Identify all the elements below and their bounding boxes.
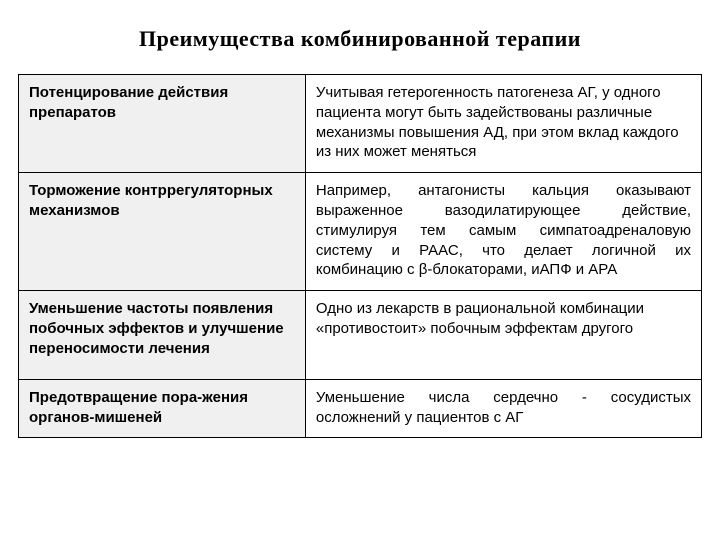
table-row: Торможение контррегуляторных механизмов … — [19, 173, 702, 291]
desc-cell: Учитывая гетерогенность патогенеза АГ, у… — [305, 75, 701, 173]
desc-cell: Одно из лекарств в рациональной комбинац… — [305, 291, 701, 380]
desc-cell: Например, антагонисты кальция оказывают … — [305, 173, 701, 291]
desc-cell: Уменьшение числа сердечно - сосудистых о… — [305, 379, 701, 438]
term-cell: Уменьшение частоты появления побочных эф… — [19, 291, 306, 380]
slide: Преимущества комбинированной терапии Пот… — [0, 0, 720, 540]
table-row: Уменьшение частоты появления побочных эф… — [19, 291, 702, 380]
table-row: Предотвращение пора-жения органов-мишене… — [19, 379, 702, 438]
page-title: Преимущества комбинированной терапии — [18, 26, 702, 52]
term-cell: Предотвращение пора-жения органов-мишене… — [19, 379, 306, 438]
term-cell: Потенцирование действия препаратов — [19, 75, 306, 173]
table-row: Потенцирование действия препаратов Учиты… — [19, 75, 702, 173]
term-cell: Торможение контррегуляторных механизмов — [19, 173, 306, 291]
advantages-table: Потенцирование действия препаратов Учиты… — [18, 74, 702, 438]
